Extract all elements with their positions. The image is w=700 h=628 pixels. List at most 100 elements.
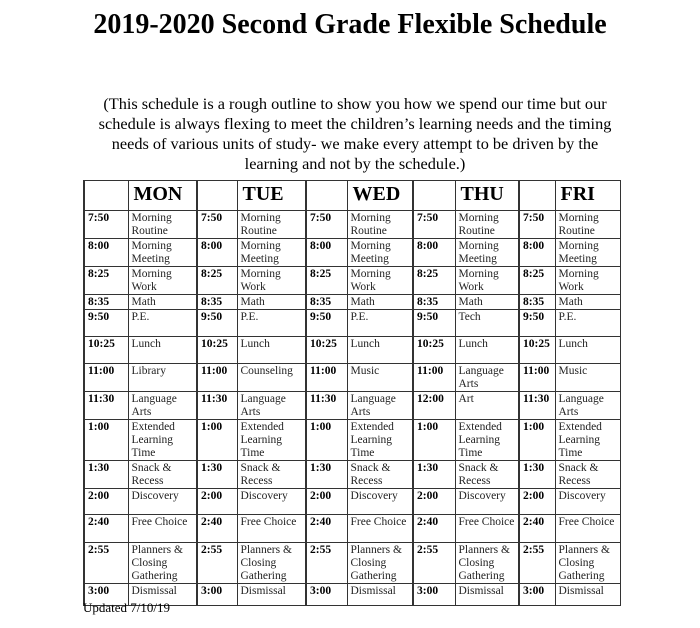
time-cell: 1:00 [83,419,129,461]
activity-cell: Dismissal [346,583,414,606]
schedule-row: 1:00 Extended Learning Time 1:00 Extended L… [83,419,621,461]
activity-cell: Math [236,294,307,310]
activity-cell: Morning Routine [454,210,520,239]
activity-cell: Lunch [554,336,621,364]
time-cell: 1:00 [518,419,556,461]
day-header-wed: WED [346,180,414,211]
time-cell: 2:40 [305,514,348,543]
time-cell: 2:00 [196,488,238,515]
schedule-row: 2:00 Discovery 2:00 Discovery 2:00 Discovery 2… [83,488,621,515]
activity-cell: Discovery [236,488,307,515]
time-cell: 7:50 [196,210,238,239]
activity-cell: Math [127,294,198,310]
time-cell: 3:00 [196,583,238,606]
time-cell: 8:25 [412,266,456,295]
activity-cell: Extended Learning Time [127,419,198,461]
time-cell: 2:55 [83,542,129,584]
page-title: 2019-2020 Second Grade Flexible Schedule [93,9,607,40]
time-cell: 7:50 [305,210,348,239]
activity-cell: Counseling [236,363,307,392]
time-cell: 8:35 [83,294,129,310]
day-header-mon: MON [127,180,198,211]
time-cell: 8:00 [305,238,348,267]
activity-cell: Dismissal [554,583,621,606]
activity-cell: P.E. [127,309,198,337]
activity-cell: Morning Work [346,266,414,295]
time-cell: 1:00 [196,419,238,461]
activity-cell: Planners & Closing Gathering [127,542,198,584]
activity-cell: Math [454,294,520,310]
time-cell: 8:35 [196,294,238,310]
activity-cell: Morning Work [554,266,621,295]
day-header-spacer [83,180,129,211]
time-cell: 12:00 [412,391,456,420]
time-cell: 3:00 [518,583,556,606]
activity-cell: Library [127,363,198,392]
activity-cell: Snack & Recess [236,460,307,489]
time-cell: 8:35 [305,294,348,310]
activity-cell: Extended Learning Time [454,419,520,461]
time-cell: 9:50 [518,309,556,337]
time-cell: 2:40 [412,514,456,543]
time-cell: 2:55 [196,542,238,584]
time-cell: 1:30 [305,460,348,489]
activity-cell: Tech [454,309,520,337]
activity-cell: Morning Meeting [127,238,198,267]
activity-cell: Language Arts [236,391,307,420]
activity-cell: Planners & Closing Gathering [454,542,520,584]
day-header-fri: FRI [554,180,621,211]
time-cell: 2:00 [412,488,456,515]
time-cell: 2:55 [518,542,556,584]
time-cell: 10:25 [305,336,348,364]
time-cell: 3:00 [305,583,348,606]
activity-cell: P.E. [554,309,621,337]
activity-cell: Lunch [236,336,307,364]
day-header-spacer [196,180,238,211]
time-cell: 2:55 [412,542,456,584]
time-cell: 11:00 [83,363,129,392]
schedule-row: 7:50 Morning Routine 7:50 Morning Routine 7:… [83,210,621,239]
schedule-row: 11:30 Language Arts 11:30 Language Arts 11:3… [83,391,621,420]
time-cell: 10:25 [196,336,238,364]
activity-cell: Free Choice [346,514,414,543]
schedule-row: 1:30 Snack & Recess 1:30 Snack & Recess 1:30… [83,460,621,489]
activity-cell: Extended Learning Time [346,419,414,461]
time-cell: 11:00 [412,363,456,392]
activity-cell: Morning Meeting [554,238,621,267]
activity-cell: Language Arts [554,391,621,420]
activity-cell: Morning Routine [346,210,414,239]
schedule-row: 8:00 Morning Meeting 8:00 Morning Meeting 8:… [83,238,621,267]
activity-cell: Discovery [346,488,414,515]
time-cell: 8:00 [518,238,556,267]
time-cell: 3:00 [412,583,456,606]
time-cell: 7:50 [412,210,456,239]
activity-cell: Discovery [554,488,621,515]
schedule-row: 9:50 P.E. 9:50 P.E. 9:50 P.E. 9:50 Tech 9:50 P.E. [83,309,621,337]
time-cell: 1:30 [518,460,556,489]
activity-cell: Language Arts [127,391,198,420]
schedule-row: 2:55 Planners & Closing Gathering 2:55 Plan… [83,542,621,584]
activity-cell: Snack & Recess [346,460,414,489]
time-cell: 8:00 [412,238,456,267]
time-cell: 8:00 [196,238,238,267]
activity-cell: Snack & Recess [127,460,198,489]
time-cell: 10:25 [412,336,456,364]
schedule-row: 3:00 Dismissal 3:00 Dismissal 3:00 Dismissal 3… [83,583,621,606]
time-cell: 11:30 [83,391,129,420]
activity-cell: Morning Meeting [236,238,307,267]
schedule-row: 10:25 Lunch 10:25 Lunch 10:25 Lunch 10:25 Lunch… [83,336,621,364]
activity-cell: Language Arts [346,391,414,420]
activity-cell: Free Choice [554,514,621,543]
time-cell: 1:30 [412,460,456,489]
time-cell: 7:50 [518,210,556,239]
activity-cell: Art [454,391,520,420]
time-cell: 11:00 [518,363,556,392]
activity-cell: P.E. [236,309,307,337]
time-cell: 1:30 [83,460,129,489]
activity-cell: Free Choice [236,514,307,543]
schedule-row: 2:40 Free Choice 2:40 Free Choice 2:40 Free C… [83,514,621,543]
time-cell: 3:00 [83,583,129,606]
schedule-table: MON TUE WED THU FRI 7:50 Morning Routine 7:50 M… [83,180,621,606]
time-cell: 2:00 [305,488,348,515]
activity-cell: Morning Routine [236,210,307,239]
